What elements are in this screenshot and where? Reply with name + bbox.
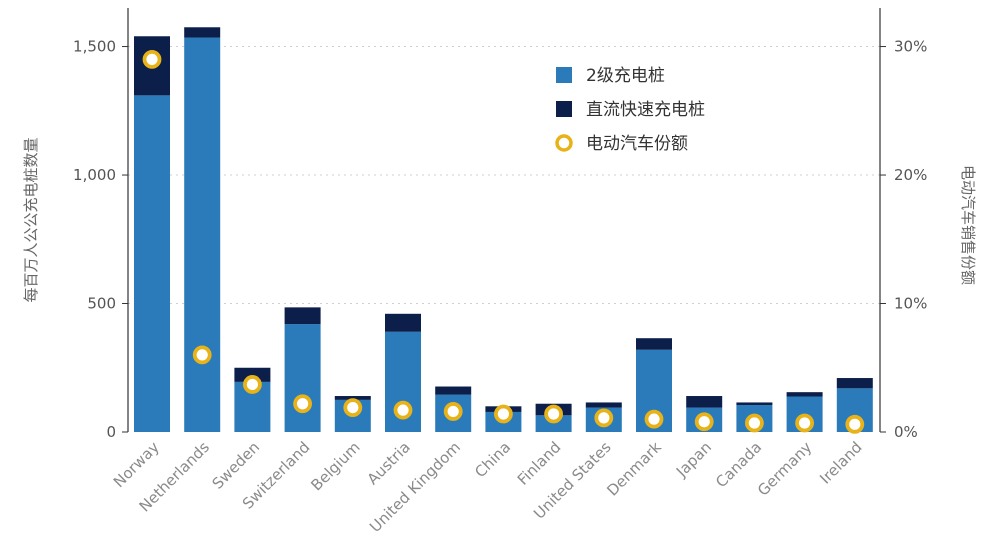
bar-dcfast-united-states xyxy=(585,402,622,408)
bar-dcfast-denmark xyxy=(636,338,672,350)
x-category-label: Ireland xyxy=(816,438,865,487)
x-category-label: United Kingdom xyxy=(366,438,464,536)
ev-share-marker-netherlands xyxy=(192,345,212,365)
y2-tick-label: 30% xyxy=(894,38,927,56)
bar-dcfast-ireland xyxy=(836,378,873,389)
x-category-label: Belgium xyxy=(307,438,363,494)
legend-label-ev-share: 电动汽车份额 xyxy=(586,134,688,154)
y2-tick-label: 20% xyxy=(894,166,927,184)
x-category-label: Finland xyxy=(514,438,565,489)
bar-level2-finland xyxy=(535,415,572,432)
right-axis-ticks: 0% 10% 20% 30% xyxy=(880,38,927,441)
bar-dcfast-japan xyxy=(686,396,723,408)
ev-share-marker-germany xyxy=(795,413,814,433)
left-axis-title: 每百万人公公充电桩数量 xyxy=(22,137,40,302)
ev-share-marker-norway xyxy=(142,49,162,69)
ev-share-marker-ireland xyxy=(845,414,865,434)
gridlines xyxy=(128,46,880,305)
ev-share-marker-japan xyxy=(694,412,714,432)
ev-share-marker-finland xyxy=(544,404,563,424)
ev-share-marker-china xyxy=(493,404,513,424)
bar-dcfast-united-kingdom xyxy=(435,386,472,395)
bar-level2-norway xyxy=(134,95,170,433)
y2-tick-label: 10% xyxy=(894,295,927,313)
y-tick-label: 1,500 xyxy=(73,38,116,56)
bars xyxy=(134,27,873,433)
ev-share-marker-switzerland xyxy=(293,394,313,414)
bar-level2-netherlands xyxy=(184,37,221,432)
right-axis-title: 电动汽车销售份额 xyxy=(959,165,977,285)
ev-share-marker-canada xyxy=(745,413,764,433)
y-tick-label: 0 xyxy=(106,423,116,441)
x-category-label: Germany xyxy=(754,438,816,500)
y2-tick-label: 0% xyxy=(894,423,918,441)
legend: 2级充电桩 直流快速充电桩 电动汽车份额 xyxy=(555,66,705,154)
category-labels: NorwayNetherlandsSwedenSwitzerlandBelgiu… xyxy=(110,438,866,536)
bar-dcfast-germany xyxy=(786,392,823,397)
left-axis-ticks: 0 500 1,000 1,500 xyxy=(73,38,128,441)
bar-level2-switzerland xyxy=(284,324,321,432)
y-tick-label: 1,000 xyxy=(73,166,116,184)
y-tick-label: 500 xyxy=(87,295,116,313)
ev-share-marker-denmark xyxy=(644,409,664,429)
bar-dcfast-belgium xyxy=(334,396,371,400)
legend-label-level2: 2级充电桩 xyxy=(586,66,665,86)
x-category-label: Denmark xyxy=(603,438,665,500)
ev-share-marker-belgium xyxy=(343,398,363,417)
bar-dcfast-sweden xyxy=(234,367,271,382)
ev-share-marker-sweden xyxy=(242,375,262,394)
legend-swatch-level2 xyxy=(556,67,572,83)
bar-dcfast-netherlands xyxy=(184,27,221,38)
ev-share-marker-united-kingdom xyxy=(443,402,463,421)
bar-dcfast-canada xyxy=(736,402,773,406)
legend-swatch-dcfast xyxy=(556,101,572,117)
x-category-label: China xyxy=(471,438,514,481)
legend-marker-ev-share xyxy=(555,134,573,152)
ev-share-marker-austria xyxy=(393,400,413,420)
legend-label-dcfast: 直流快速充电桩 xyxy=(586,100,705,120)
bar-dcfast-switzerland xyxy=(284,307,321,325)
share-markers xyxy=(142,49,865,434)
bar-dcfast-austria xyxy=(385,313,421,332)
x-category-label: Japan xyxy=(672,438,715,481)
ev-share-marker-united-states xyxy=(594,408,614,428)
x-category-label: Austria xyxy=(364,438,414,488)
